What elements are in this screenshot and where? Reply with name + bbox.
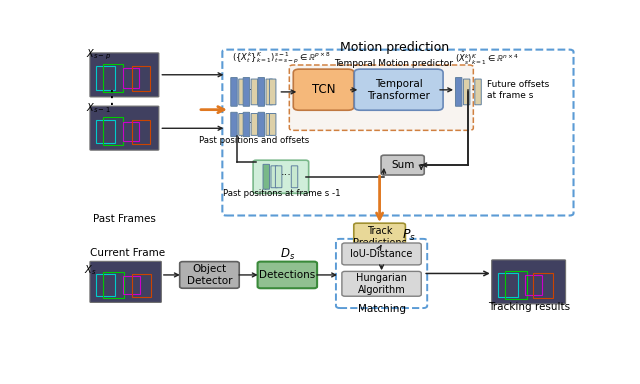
Text: $X_s$: $X_s$ — [84, 263, 97, 277]
FancyBboxPatch shape — [291, 166, 298, 188]
FancyBboxPatch shape — [293, 69, 354, 110]
Bar — [132, 66, 150, 91]
Text: Tracking results: Tracking results — [488, 302, 570, 312]
FancyBboxPatch shape — [275, 166, 282, 188]
Text: TCN: TCN — [312, 83, 335, 96]
FancyBboxPatch shape — [253, 160, 308, 193]
FancyBboxPatch shape — [269, 79, 276, 105]
Text: Current Frame: Current Frame — [90, 248, 164, 258]
Text: ···: ··· — [246, 85, 257, 95]
FancyBboxPatch shape — [239, 79, 245, 105]
FancyBboxPatch shape — [381, 155, 424, 175]
FancyBboxPatch shape — [266, 114, 273, 136]
Text: $(\{X^k_t\}^K_{k=1})^{s-1}_{t=s-p} \in \mathbb{R}^{p \times 8}$: $(\{X^k_t\}^K_{k=1})^{s-1}_{t=s-p} \in \… — [232, 51, 331, 66]
FancyBboxPatch shape — [243, 112, 250, 137]
FancyBboxPatch shape — [354, 223, 405, 250]
Text: Past positions at frame s -1: Past positions at frame s -1 — [223, 189, 340, 199]
Bar — [123, 122, 140, 141]
Bar — [525, 275, 542, 295]
Text: $X_{s-p}$: $X_{s-p}$ — [86, 48, 111, 62]
FancyBboxPatch shape — [456, 78, 462, 106]
FancyBboxPatch shape — [266, 79, 273, 105]
FancyBboxPatch shape — [271, 166, 277, 188]
Text: ···: ··· — [246, 118, 257, 128]
FancyBboxPatch shape — [269, 114, 276, 136]
Text: Track
Predictions: Track Predictions — [353, 226, 406, 248]
Text: Temporal Motion predictor: Temporal Motion predictor — [335, 59, 454, 68]
FancyBboxPatch shape — [289, 65, 474, 130]
FancyBboxPatch shape — [180, 262, 239, 288]
Text: ···: ··· — [280, 170, 291, 180]
Bar — [498, 273, 518, 297]
FancyBboxPatch shape — [475, 79, 481, 105]
Bar — [123, 276, 140, 294]
Bar — [132, 274, 151, 297]
Text: $(\hat{X}^k_s)^K_{k=1} \in \mathbb{R}^{n \times 4}$: $(\hat{X}^k_s)^K_{k=1} \in \mathbb{R}^{n… — [456, 50, 519, 67]
FancyBboxPatch shape — [492, 260, 566, 304]
Text: Motion prediction: Motion prediction — [340, 41, 449, 54]
Text: Past Frames: Past Frames — [93, 214, 156, 224]
FancyBboxPatch shape — [90, 106, 159, 150]
FancyBboxPatch shape — [251, 114, 257, 136]
FancyBboxPatch shape — [90, 262, 161, 303]
Text: IoU-Distance: IoU-Distance — [350, 249, 413, 259]
Bar — [96, 119, 115, 143]
FancyBboxPatch shape — [342, 243, 421, 265]
Bar — [123, 68, 140, 88]
Text: Past positions and offsets: Past positions and offsets — [200, 136, 310, 145]
Bar — [103, 64, 124, 92]
Bar — [132, 119, 150, 144]
FancyBboxPatch shape — [243, 78, 250, 106]
FancyBboxPatch shape — [257, 262, 317, 288]
Text: ⋮: ⋮ — [103, 89, 121, 107]
Bar — [505, 271, 527, 299]
Text: Object
Detector: Object Detector — [187, 265, 232, 286]
FancyBboxPatch shape — [231, 112, 237, 137]
FancyBboxPatch shape — [463, 79, 470, 105]
FancyBboxPatch shape — [258, 112, 264, 137]
Text: Detections: Detections — [259, 270, 316, 280]
Bar — [533, 273, 554, 298]
Bar — [103, 118, 124, 145]
Text: Matching: Matching — [358, 304, 406, 314]
FancyBboxPatch shape — [263, 164, 269, 189]
Text: Temporal
Transformer: Temporal Transformer — [367, 79, 430, 101]
Text: $P_s$: $P_s$ — [402, 228, 416, 243]
FancyBboxPatch shape — [355, 69, 443, 110]
Bar — [96, 274, 115, 296]
FancyBboxPatch shape — [342, 271, 421, 296]
FancyBboxPatch shape — [251, 79, 257, 105]
Text: $D_s$: $D_s$ — [280, 247, 295, 262]
Bar — [96, 66, 115, 90]
FancyBboxPatch shape — [231, 78, 237, 106]
Text: Sum: Sum — [391, 160, 414, 170]
Text: Hungarian
Algorithm: Hungarian Algorithm — [356, 273, 407, 295]
FancyBboxPatch shape — [258, 78, 264, 106]
Bar — [103, 272, 124, 298]
FancyBboxPatch shape — [90, 53, 159, 97]
FancyBboxPatch shape — [239, 114, 245, 136]
Text: Future offsets
at frame s: Future offsets at frame s — [486, 80, 549, 99]
Text: $X_{s-1}$: $X_{s-1}$ — [86, 101, 111, 115]
Text: ···: ··· — [465, 85, 476, 95]
